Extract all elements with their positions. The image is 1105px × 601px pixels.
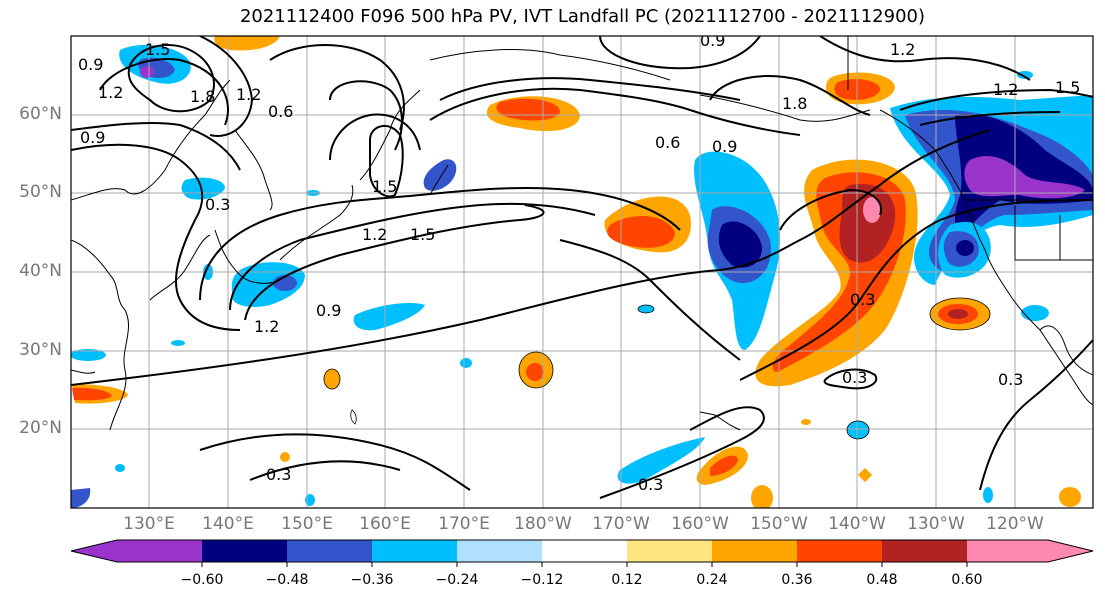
pv-contours (71, 36, 1093, 499)
contour-label: 1.5 (145, 40, 170, 59)
colorbar-segment (457, 540, 542, 562)
contour-label: 1.2 (98, 83, 123, 102)
colorbar-segment (627, 540, 712, 562)
contour-label: 1.2 (890, 40, 915, 59)
contour-label: 0.3 (842, 368, 867, 387)
colorbar-tick-label: 0.36 (781, 572, 813, 588)
colorbar-segment (797, 540, 882, 562)
contour-label: 1.2 (236, 85, 261, 104)
map-title: 2021112400 F096 500 hPa PV, IVT Landfall… (239, 6, 926, 27)
lat-label: 60°N (19, 104, 62, 124)
lat-label: 40°N (19, 261, 62, 281)
lon-label: 130°W (907, 514, 965, 534)
lon-label: 130°E (123, 514, 175, 534)
colorbar-segment (967, 540, 1093, 562)
lon-label: 140°W (828, 514, 886, 534)
contour-label: 0.3 (205, 195, 230, 214)
lon-label: 150°W (750, 514, 808, 534)
colorbar-tick-label: 0.24 (696, 572, 728, 588)
graticule (71, 36, 1093, 508)
lon-label: 120°W (986, 514, 1044, 534)
contour-label: 0.9 (316, 301, 341, 320)
lon-label: 140°E (202, 514, 254, 534)
contour-label: 1.5 (1055, 78, 1080, 97)
contour-label: 1.2 (993, 80, 1018, 99)
contour-label: 0.9 (712, 137, 737, 156)
contour-label: 0.9 (78, 55, 103, 74)
anomaly-outlines (323, 297, 991, 440)
contour-label: 0.9 (700, 31, 725, 50)
contour-label: 0.3 (850, 290, 875, 309)
colorbar-segment (372, 540, 457, 562)
lon-label: 160°W (671, 514, 729, 534)
contour-label: 0.6 (268, 102, 293, 121)
contour-label: 1.5 (410, 225, 435, 244)
colorbar-tick-label: −0.60 (180, 572, 224, 588)
lon-label: 170°W (592, 514, 650, 534)
colorbar-tick-label: 0.12 (611, 572, 643, 588)
contour-label: 1.2 (362, 225, 387, 244)
contour-label: 0.3 (638, 475, 663, 494)
contour-labels: 0.9 1.5 1.2 1.8 1.2 0.6 0.9 0.9 1.2 1.8 … (78, 31, 1080, 494)
colorbar-segment (202, 540, 287, 562)
lat-label: 50°N (19, 182, 62, 202)
contour-label: 1.5 (372, 177, 397, 196)
contour-label: 1.2 (254, 317, 279, 336)
colorbar-segment (71, 540, 202, 562)
map-area: 0.9 1.5 1.2 1.8 1.2 0.6 0.9 0.9 1.2 1.8 … (71, 31, 1093, 508)
colorbar-tick-label: 0.60 (951, 572, 983, 588)
colorbar-segment (712, 540, 797, 562)
warm-anomaly-shading (72, 36, 1081, 508)
colorbar-tick-label: 0.48 (866, 572, 898, 588)
map-frame (70, 35, 1094, 509)
colorbar-segment (542, 540, 627, 562)
colorbar-segment (287, 540, 372, 562)
contour-label: 0.3 (266, 465, 291, 484)
contour-label: 0.6 (655, 133, 680, 152)
lon-label: 170°E (438, 514, 490, 534)
colorbar (70, 539, 1094, 567)
cold-anomaly-shading (71, 44, 1093, 508)
colorbar-tick-label: −0.12 (520, 572, 564, 588)
contour-label: 0.9 (80, 128, 105, 147)
contour-label: 1.8 (190, 87, 215, 106)
contour-label: 0.3 (998, 370, 1023, 389)
colorbar-segment (882, 540, 967, 562)
lon-label: 160°E (359, 514, 411, 534)
colorbar-tick-label: −0.24 (435, 572, 479, 588)
lat-label: 30°N (19, 340, 62, 360)
colorbar-tick-label: −0.48 (265, 572, 309, 588)
lon-label: 150°E (281, 514, 333, 534)
contour-label: 1.8 (782, 94, 807, 113)
colorbar-tick-label: −0.36 (350, 572, 394, 588)
lon-label: 180°W (514, 514, 572, 534)
lat-label: 20°N (19, 418, 62, 438)
